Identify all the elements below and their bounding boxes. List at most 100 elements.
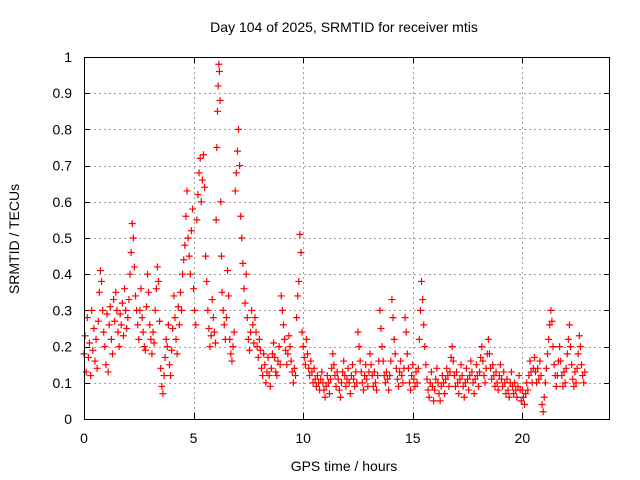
data-point xyxy=(330,361,338,369)
data-point xyxy=(433,364,441,372)
data-point xyxy=(201,183,209,191)
data-point xyxy=(293,314,301,322)
data-point xyxy=(515,372,523,380)
data-point xyxy=(465,386,473,394)
data-point xyxy=(310,364,318,372)
data-point xyxy=(152,285,160,293)
data-point xyxy=(142,303,150,311)
data-point xyxy=(126,270,134,278)
data-point xyxy=(320,386,328,394)
data-point xyxy=(182,212,190,220)
data-point xyxy=(524,386,532,394)
data-point xyxy=(113,306,121,314)
data-point xyxy=(484,335,492,343)
data-point xyxy=(212,339,219,347)
data-point xyxy=(347,372,355,380)
data-point xyxy=(224,267,232,275)
data-point xyxy=(210,328,218,336)
data-point xyxy=(408,372,416,380)
data-point xyxy=(149,328,157,336)
data-point xyxy=(307,357,315,365)
data-point xyxy=(155,277,163,285)
data-point xyxy=(423,375,431,383)
data-point xyxy=(251,314,259,322)
x-tick-label: 0 xyxy=(80,430,88,446)
data-point xyxy=(425,393,433,401)
data-point xyxy=(378,343,386,351)
y-tick-label: 0.2 xyxy=(53,339,73,355)
data-point xyxy=(473,372,481,380)
data-point xyxy=(328,364,336,372)
data-point xyxy=(579,372,587,380)
data-point xyxy=(403,350,411,358)
data-point xyxy=(222,314,230,322)
data-point xyxy=(439,379,447,387)
y-tick-label: 0 xyxy=(64,411,72,427)
data-point xyxy=(313,372,321,380)
data-point xyxy=(415,335,423,343)
data-point xyxy=(206,343,214,351)
data-point xyxy=(572,379,580,387)
data-point xyxy=(334,375,342,383)
data-point xyxy=(533,379,541,387)
data-point xyxy=(350,375,358,383)
data-point xyxy=(186,270,194,278)
data-point xyxy=(348,361,356,369)
data-point xyxy=(151,306,159,314)
data-point xyxy=(148,350,156,358)
data-point xyxy=(446,368,454,376)
data-point xyxy=(339,368,347,376)
y-tick-label: 0.4 xyxy=(53,266,73,282)
data-point xyxy=(327,375,335,383)
data-point xyxy=(188,205,196,213)
plot-frame xyxy=(84,57,610,420)
data-point xyxy=(160,372,168,380)
data-point xyxy=(396,368,404,376)
data-point xyxy=(213,144,221,151)
data-point xyxy=(175,321,183,329)
x-tick-label: 15 xyxy=(405,430,421,446)
data-point xyxy=(253,343,261,351)
data-point xyxy=(261,361,269,369)
data-point xyxy=(397,357,405,365)
data-point xyxy=(294,292,302,300)
data-point xyxy=(547,306,555,314)
data-point xyxy=(283,361,291,369)
y-axis-label: SRMTID / TECUs xyxy=(6,184,22,294)
data-point xyxy=(137,285,145,293)
data-point xyxy=(479,357,487,365)
data-point xyxy=(258,364,266,372)
data-point xyxy=(165,361,173,369)
data-point xyxy=(401,314,409,322)
data-point xyxy=(392,364,400,372)
data-point xyxy=(140,343,148,351)
data-point xyxy=(179,270,187,278)
data-point xyxy=(467,357,475,365)
data-point xyxy=(575,332,583,340)
data-point xyxy=(157,364,165,372)
data-point xyxy=(91,357,99,365)
data-point xyxy=(229,343,237,351)
data-point xyxy=(81,332,89,340)
data-point xyxy=(241,299,249,307)
data-point xyxy=(367,361,375,369)
data-point xyxy=(190,285,198,293)
data-point xyxy=(277,292,285,300)
data-point xyxy=(233,147,241,155)
data-point xyxy=(194,191,202,199)
data-point xyxy=(130,263,138,271)
data-point xyxy=(522,390,530,398)
data-point xyxy=(475,382,482,390)
data-point xyxy=(183,187,191,195)
data-point xyxy=(312,382,320,390)
data-point xyxy=(243,314,251,322)
data-point xyxy=(525,372,533,380)
data-point xyxy=(290,364,298,372)
data-point xyxy=(250,339,258,347)
data-point xyxy=(384,375,392,383)
data-point xyxy=(271,353,279,361)
data-point xyxy=(573,364,581,372)
data-point xyxy=(344,364,352,372)
data-point xyxy=(207,332,215,340)
y-tick-label: 0.5 xyxy=(53,230,73,246)
